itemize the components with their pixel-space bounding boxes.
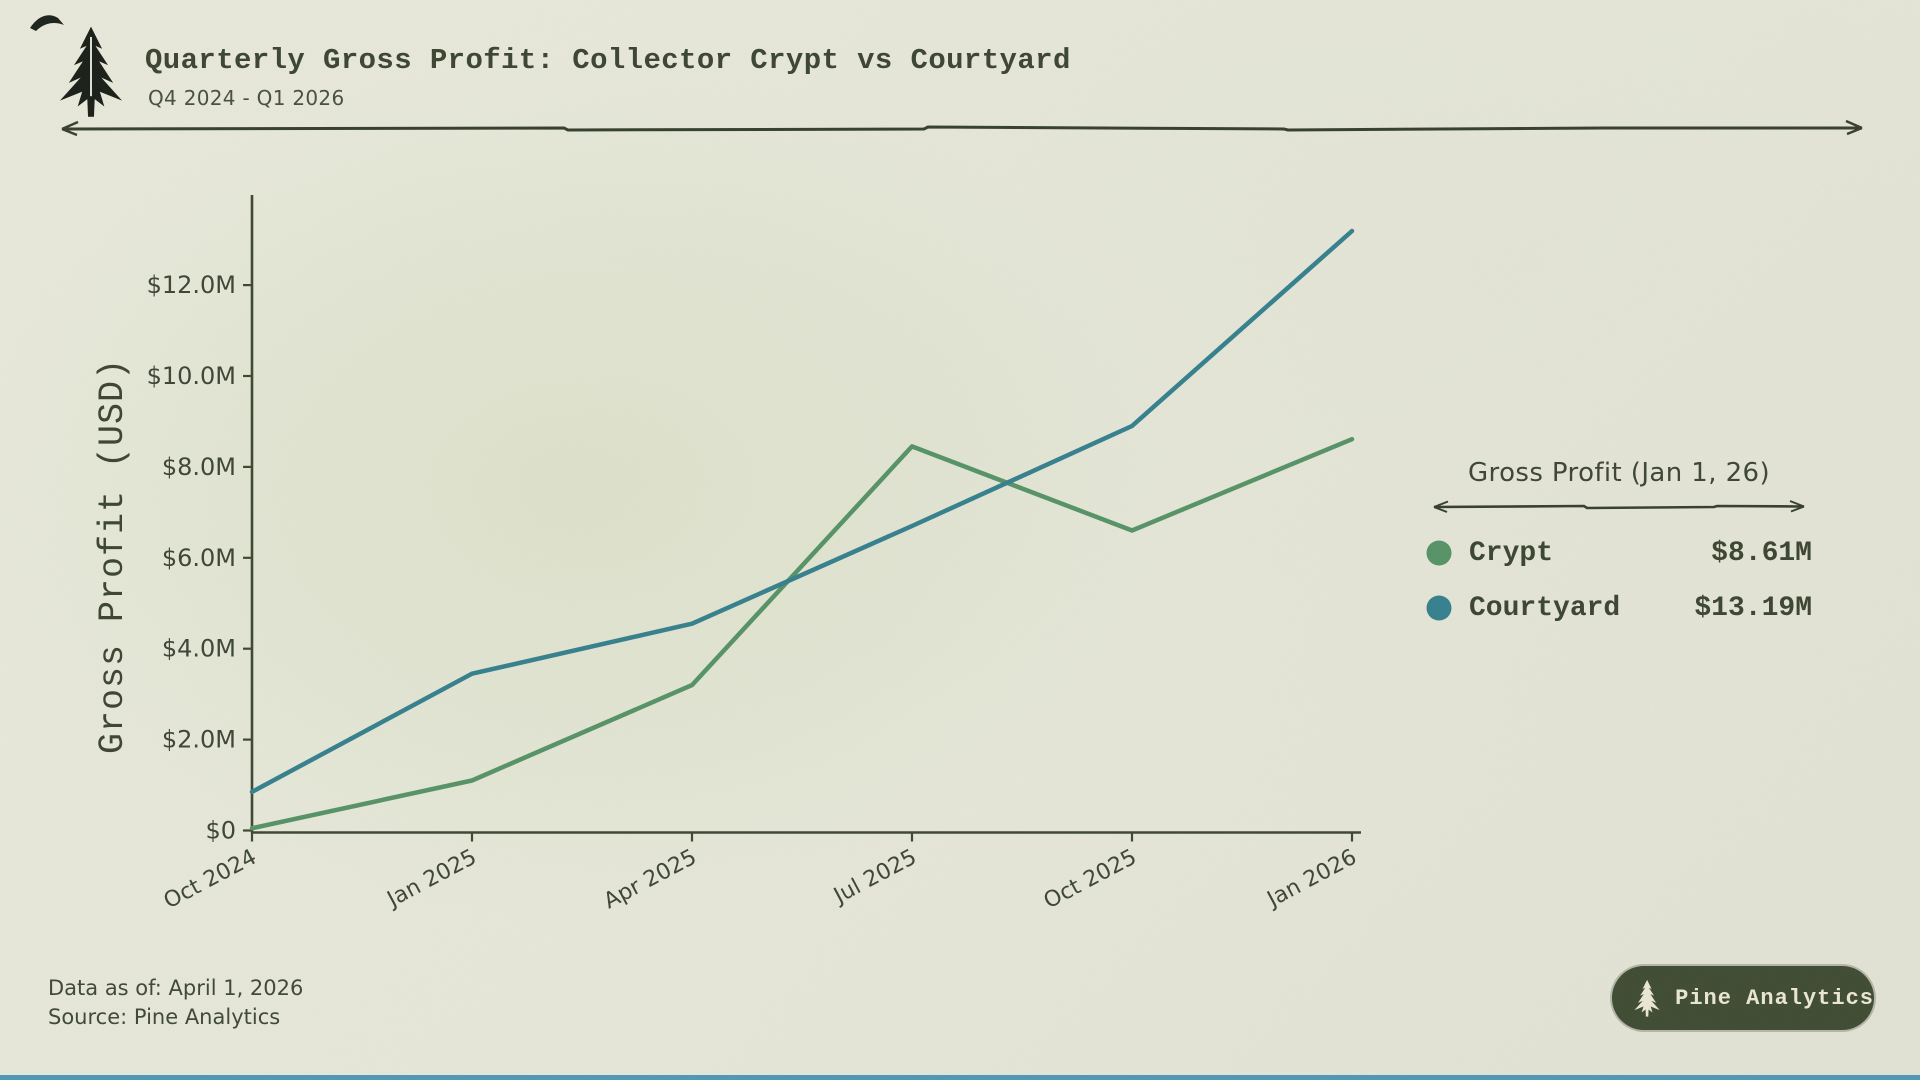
badge-label: Pine Analytics — [1675, 985, 1874, 1011]
chart-line-crypt — [249, 436, 1355, 831]
legend-item-label: Crypt — [1469, 537, 1554, 569]
footer-notes: Data as of: April 1, 2026 Source: Pine A… — [48, 974, 303, 1032]
y-tick-label: $8.0M — [162, 453, 236, 481]
y-axis-title: Gross Profit (USD) — [93, 358, 133, 754]
y-tick-label: $0 — [205, 817, 236, 845]
data-as-of-note: Data as of: April 1, 2026 — [48, 976, 304, 1000]
legend: Gross Profit (Jan 1, 26) Crypt $8.61M Co… — [1424, 458, 1814, 624]
courtyard-swatch-circle — [1426, 595, 1452, 621]
x-tick-label: Jul 2025 — [828, 845, 921, 910]
pine-tree-icon — [1632, 975, 1662, 1021]
y-tick-label: $2.0M — [162, 726, 236, 754]
y-tick-label: $10.0M — [147, 362, 236, 390]
legend-item-value: $13.19M — [1694, 592, 1812, 624]
bottom-edge-strip — [0, 1075, 1920, 1080]
legend-underline — [1433, 500, 1805, 513]
y-tick-label: $6.0M — [162, 544, 236, 572]
source-note: Source: Pine Analytics — [48, 1004, 281, 1029]
x-tick-label: Jan 2025 — [382, 845, 481, 914]
x-tick-label: Oct 2024 — [160, 845, 261, 915]
x-tick-label: Jan 2026 — [1262, 845, 1361, 914]
legend-title: Gross Profit (Jan 1, 26) — [1468, 458, 1770, 488]
legend-item-value: $8.61M — [1711, 537, 1812, 569]
y-tick-label: $12.0M — [147, 271, 236, 299]
crypt-swatch-circle — [1426, 540, 1452, 566]
crypt-series-swatch — [1426, 540, 1452, 566]
chart-line-courtyard — [249, 228, 1355, 795]
y-tick-label: $4.0M — [162, 635, 236, 663]
legend-item-courtyard: Courtyard $13.19M — [1424, 592, 1814, 624]
courtyard-series-swatch — [1426, 595, 1452, 621]
pine-analytics-badge: Pine Analytics — [1612, 966, 1874, 1030]
legend-item-crypt: Crypt $8.61M — [1424, 537, 1814, 569]
x-tick-label: Apr 2025 — [600, 845, 701, 915]
legend-item-label: Courtyard — [1469, 592, 1621, 624]
x-tick-label: Oct 2025 — [1040, 845, 1141, 915]
